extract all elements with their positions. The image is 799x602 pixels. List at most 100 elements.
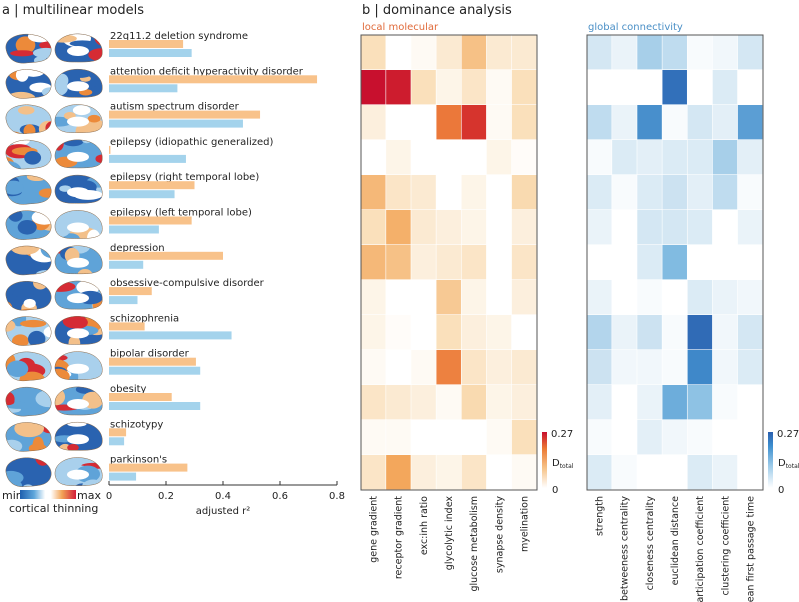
brain-patch	[54, 224, 70, 238]
bar-category-label: autism spectrum disorder	[110, 102, 240, 113]
heatmap-cell	[486, 35, 512, 70]
brain-patch	[54, 475, 71, 483]
heatmap-cell	[712, 385, 738, 420]
brain-lateral	[5, 69, 52, 99]
heatmap-cell	[612, 350, 637, 385]
brain-lateral	[5, 175, 52, 205]
heatmap-cell	[511, 315, 537, 350]
heatmap-cell	[587, 280, 612, 315]
brain-patch	[94, 33, 103, 46]
heatmap-cell	[436, 210, 461, 245]
brain-patch	[54, 78, 69, 97]
bar-global	[109, 366, 201, 375]
heatmap-column-label: gene gradient	[369, 496, 380, 563]
brain-patch	[87, 114, 101, 123]
heatmap-cell	[587, 350, 612, 385]
brain-patch	[6, 360, 29, 378]
heatmap-cell	[411, 350, 436, 385]
heatmap-cell	[386, 315, 411, 350]
heatmap-cell	[737, 70, 763, 105]
heatmap-cell	[712, 245, 738, 280]
brain-outline	[5, 69, 52, 99]
bar-global	[109, 437, 125, 446]
heatmap-cell	[637, 105, 662, 140]
bar-category-label: obsessive-compulsive disorder	[110, 278, 265, 289]
brain-patch	[5, 439, 23, 452]
local-colorbar-max: 0.27	[551, 429, 573, 440]
heatmap-cell	[511, 105, 537, 140]
bar-global	[109, 402, 201, 410]
heatmap-cell	[662, 245, 687, 280]
heatmap-cell	[486, 455, 512, 490]
heatmap-cell	[662, 350, 687, 385]
brain-medial	[54, 69, 103, 98]
heatmap-cell	[687, 140, 713, 175]
brain-patch	[10, 140, 30, 146]
heatmap-cell	[587, 385, 612, 420]
heatmap-cell	[486, 175, 512, 210]
brain-medial	[54, 139, 103, 168]
brain-patch	[72, 105, 91, 116]
heatmap-cell	[361, 70, 386, 105]
brain-patch	[5, 180, 24, 195]
brain-outline	[5, 210, 52, 240]
heatmap-cell	[511, 70, 537, 105]
heatmap-cell	[687, 35, 713, 70]
heatmap-cell	[411, 105, 436, 140]
heatmap-cell	[386, 70, 411, 105]
brain-patch	[38, 188, 52, 198]
heatmap-cell	[687, 70, 713, 105]
heatmap-cell	[637, 140, 662, 175]
brain-patch	[11, 289, 34, 298]
brain-outline	[5, 245, 52, 276]
heatmap-cell	[511, 385, 537, 420]
brain-patch	[22, 484, 34, 487]
heatmap-cell	[411, 315, 436, 350]
brain-outline	[5, 33, 52, 64]
brain-patch	[66, 69, 94, 78]
heatmap-cell	[612, 175, 637, 210]
heatmap-cell	[737, 175, 763, 210]
heatmap-cell	[637, 35, 662, 70]
local-molecular-title: local molecular	[362, 22, 439, 33]
brain-patch	[11, 334, 29, 346]
brain-lateral	[5, 387, 52, 417]
bar-global	[109, 472, 137, 481]
heatmap-cell	[411, 35, 436, 70]
heatmap-cell	[386, 105, 411, 140]
brain-lateral	[5, 422, 52, 452]
heatmap-cell	[687, 315, 713, 350]
brain-medial-wall	[67, 434, 89, 445]
heatmap-cell	[612, 210, 637, 245]
heatmap-cell	[386, 245, 411, 280]
bar-category-label: obesity	[110, 384, 147, 395]
brain-patch	[40, 245, 52, 259]
brain-outline	[54, 69, 103, 98]
brain-patch	[33, 281, 48, 290]
brain-medial-wall	[67, 151, 89, 162]
brain-patch	[18, 106, 35, 115]
heatmap-cell	[712, 140, 738, 175]
heatmap-cell	[461, 385, 487, 420]
heatmap-cell	[486, 105, 512, 140]
heatmap-cell	[461, 315, 487, 350]
heatmap-cell	[511, 455, 537, 490]
global-connectivity-title: global connectivity	[588, 22, 683, 33]
bar-category-label: epilepsy (idiopathic generalized)	[110, 137, 274, 148]
brain-patch	[58, 212, 87, 224]
brain-patch	[75, 123, 91, 133]
bar-local	[109, 216, 192, 225]
heatmap-cell	[587, 70, 612, 105]
heatmap-cell	[662, 35, 687, 70]
bar-local	[109, 251, 223, 260]
bar-category-label: schizophrenia	[110, 313, 179, 324]
heatmap-cell	[687, 280, 713, 315]
heatmap-cell	[486, 315, 512, 350]
heatmap-cell	[612, 315, 637, 350]
heatmap-cell	[436, 175, 461, 210]
heatmap-cell	[411, 455, 436, 490]
heatmap-cell	[637, 420, 662, 455]
brain-medial	[54, 386, 103, 416]
heatmap-cell	[386, 140, 411, 175]
heatmap-cell	[712, 350, 738, 385]
